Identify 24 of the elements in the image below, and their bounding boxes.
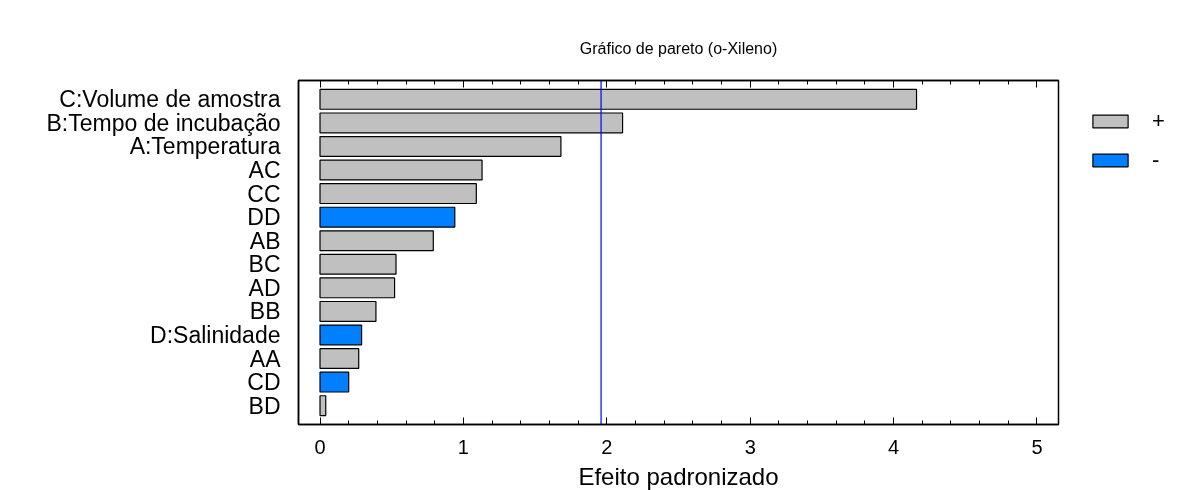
x-tick-label: 1 (457, 435, 469, 458)
x-tick-label: 0 (314, 435, 326, 458)
chart-title: Gráfico de pareto (o-Xileno) (579, 39, 778, 57)
bar (319, 159, 483, 181)
bar (319, 300, 377, 322)
bar (319, 135, 562, 157)
y-tick-label: AA (249, 345, 282, 372)
bar (319, 230, 434, 252)
x-axis-title: Efeito padronizado (578, 462, 779, 490)
x-tick-label: 5 (1031, 435, 1043, 458)
bar (319, 395, 327, 417)
bar (319, 253, 397, 275)
bar (319, 371, 350, 393)
legend-label: + (1152, 108, 1166, 134)
x-tick-label: 3 (744, 435, 756, 458)
bar (319, 183, 477, 205)
bar (319, 206, 456, 228)
bar (319, 277, 396, 299)
x-tick-label: 4 (888, 435, 900, 458)
bar (319, 324, 363, 346)
bar (319, 348, 360, 370)
x-tick-label: 2 (601, 435, 613, 458)
legend-label: - (1152, 147, 1161, 173)
bar (319, 112, 624, 134)
